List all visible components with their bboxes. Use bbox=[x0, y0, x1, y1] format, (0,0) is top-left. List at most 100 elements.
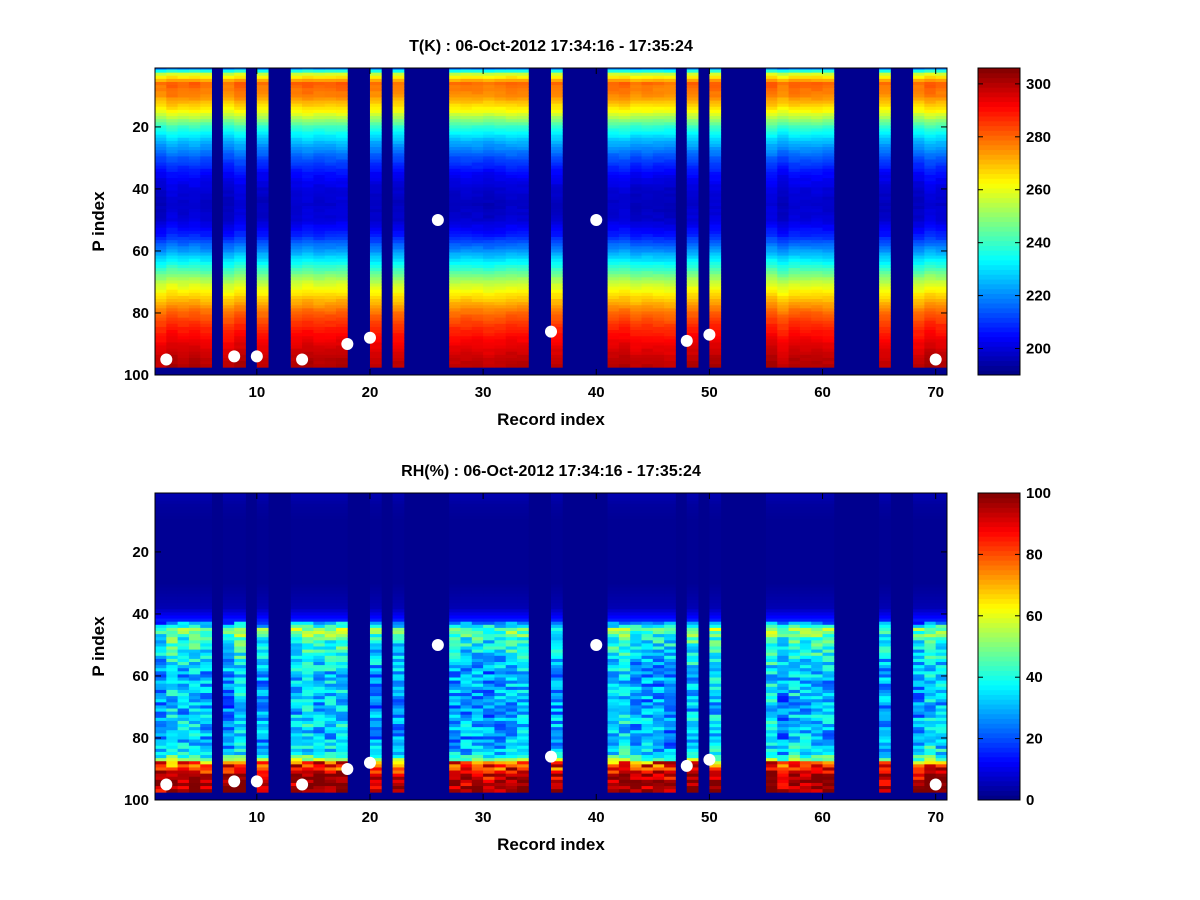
heatmap-cell bbox=[664, 150, 676, 154]
heatmap-cell bbox=[166, 230, 179, 235]
heatmap-cell bbox=[924, 199, 937, 204]
heatmap-cell bbox=[494, 181, 507, 185]
heatmap-cell bbox=[324, 181, 337, 185]
heatmap-cell bbox=[302, 258, 314, 263]
heatmap-cell bbox=[155, 295, 167, 300]
heatmap-cell bbox=[664, 119, 676, 123]
heatmap-cell bbox=[234, 357, 246, 362]
heatmap-cell bbox=[618, 280, 631, 284]
heatmap-cell bbox=[460, 150, 473, 154]
heatmap-cell bbox=[618, 339, 631, 343]
heatmap-cell bbox=[664, 330, 676, 334]
heatmap-cell bbox=[471, 184, 484, 188]
heatmap-cell bbox=[200, 215, 212, 219]
heatmap-cell bbox=[765, 128, 778, 132]
heatmap-cell bbox=[155, 733, 167, 737]
heatmap-cell bbox=[788, 162, 801, 167]
heatmap-cell bbox=[709, 342, 722, 346]
heatmap-cell bbox=[664, 181, 676, 185]
heatmap-cell bbox=[788, 184, 801, 188]
heatmap-cell bbox=[200, 255, 212, 260]
humidity-cells bbox=[155, 493, 948, 793]
heatmap-cell bbox=[290, 621, 303, 626]
heatmap-cell bbox=[166, 593, 179, 598]
heatmap-cell bbox=[822, 364, 835, 368]
heatmap-cell bbox=[369, 156, 382, 160]
heatmap-cell bbox=[336, 165, 348, 170]
heatmap-cell bbox=[879, 218, 891, 222]
heatmap-cell bbox=[471, 137, 484, 142]
heatmap-cell bbox=[788, 305, 801, 309]
heatmap-cell bbox=[788, 181, 801, 185]
heatmap-cell bbox=[630, 134, 642, 139]
colorbar-swatch bbox=[978, 259, 1020, 266]
heatmap-cell bbox=[449, 224, 461, 229]
heatmap-cell bbox=[618, 357, 631, 362]
heatmap-cell bbox=[799, 75, 812, 80]
heatmap-cell bbox=[290, 640, 303, 644]
heatmap-cell bbox=[913, 357, 925, 362]
heatmap-cell bbox=[336, 122, 348, 126]
heatmap-cell bbox=[483, 320, 495, 325]
heatmap-cell bbox=[913, 103, 925, 108]
heatmap-cell bbox=[618, 323, 631, 328]
heatmap-cell bbox=[686, 131, 699, 136]
heatmap-cell bbox=[449, 323, 461, 328]
heatmap-cell bbox=[222, 243, 235, 247]
heatmap-cell bbox=[517, 345, 529, 350]
heatmap-cell bbox=[177, 128, 190, 132]
heatmap-cell bbox=[777, 286, 789, 291]
heatmap-cell bbox=[302, 100, 314, 105]
heatmap-cell bbox=[234, 686, 246, 691]
heatmap-cell bbox=[788, 330, 801, 334]
heatmap-cell bbox=[765, 218, 778, 222]
heatmap-cell bbox=[879, 147, 891, 151]
heatmap-cell bbox=[449, 131, 461, 136]
heatmap-cell bbox=[551, 320, 563, 325]
heatmap-cell bbox=[188, 630, 201, 635]
heatmap-cell bbox=[517, 308, 529, 312]
heatmap-cell bbox=[913, 100, 925, 105]
heatmap-cell bbox=[618, 218, 631, 222]
heatmap-cell bbox=[392, 255, 405, 260]
heatmap-cell bbox=[324, 81, 337, 86]
heatmap-cell bbox=[222, 758, 235, 762]
heatmap-cell bbox=[630, 286, 642, 291]
heatmap-cell bbox=[935, 103, 948, 108]
heatmap-cell bbox=[551, 252, 563, 257]
colorbar-tick-label: 240 bbox=[1026, 235, 1051, 252]
heatmap-cell bbox=[483, 326, 495, 331]
heatmap-cell bbox=[222, 342, 235, 346]
heatmap-cell bbox=[709, 323, 722, 328]
heatmap-cell bbox=[551, 351, 563, 356]
heatmap-cell bbox=[313, 190, 326, 194]
heatmap-cell bbox=[155, 85, 167, 89]
heatmap-cell bbox=[222, 112, 235, 117]
heatmap-cell bbox=[517, 339, 529, 343]
heatmap-cell bbox=[336, 277, 348, 281]
heatmap-cell bbox=[788, 274, 801, 278]
heatmap-cell bbox=[222, 295, 235, 300]
heatmap-cell bbox=[392, 237, 405, 241]
heatmap-cell bbox=[313, 168, 326, 173]
heatmap-cell bbox=[166, 522, 179, 526]
heatmap-cell bbox=[788, 140, 801, 145]
heatmap-cell bbox=[777, 215, 789, 219]
heatmap-cell bbox=[630, 333, 642, 337]
heatmap-cell bbox=[200, 593, 212, 598]
heatmap-cell bbox=[652, 233, 665, 238]
heatmap-cell bbox=[630, 153, 642, 157]
heatmap-cell bbox=[188, 500, 201, 505]
heatmap-cell bbox=[618, 258, 631, 263]
heatmap-cell bbox=[313, 72, 326, 77]
heatmap-cell bbox=[935, 255, 948, 260]
heatmap-cell bbox=[177, 720, 190, 725]
heatmap-cell bbox=[302, 178, 314, 182]
heatmap-cell bbox=[777, 218, 789, 222]
heatmap-cell bbox=[483, 116, 495, 120]
heatmap-cell bbox=[177, 550, 190, 554]
heatmap-cell bbox=[234, 75, 246, 80]
heatmap-cell bbox=[607, 174, 620, 179]
heatmap-cell bbox=[222, 209, 235, 213]
heatmap-cell bbox=[234, 531, 246, 536]
